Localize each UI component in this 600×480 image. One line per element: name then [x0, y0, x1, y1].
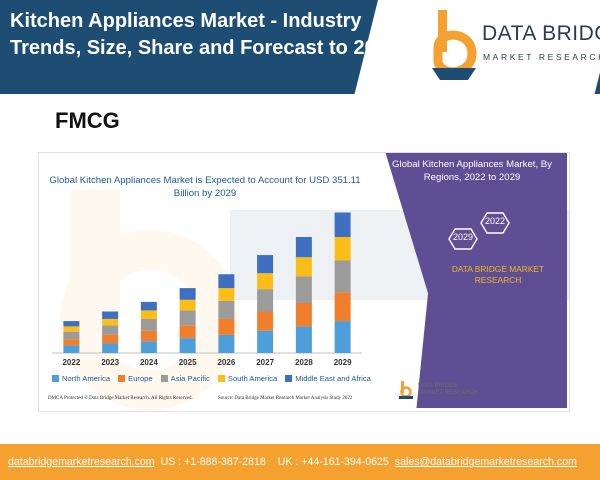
bar-segment	[179, 338, 196, 353]
bar-segment	[102, 311, 119, 319]
legend-item: South America	[217, 372, 278, 384]
bar-segment	[140, 330, 157, 342]
bar-segment	[140, 301, 157, 311]
year-hexagon-start: 2029	[448, 228, 478, 250]
bar-segment	[140, 310, 157, 319]
bar-segment	[102, 343, 119, 353]
bar-segment	[334, 260, 351, 293]
mini-logo-icon	[399, 381, 413, 399]
x-tick-label: 2029	[334, 358, 352, 367]
mini-logo-line1: DATA BRIDGE	[418, 383, 458, 389]
legend-swatch	[118, 374, 126, 382]
year-hexagon-end-label: 2022	[484, 216, 506, 226]
bar-segment	[257, 330, 274, 353]
category-label: FMCG	[55, 108, 120, 133]
year-hexagon-start-label: 2029	[452, 232, 474, 242]
bar-segment	[63, 339, 80, 346]
bar-segment	[334, 236, 351, 261]
email-link[interactable]: sales@databridgemarketresearch.com	[394, 456, 577, 468]
source-note: Source: Data Bridge Market Research Mark…	[218, 396, 353, 401]
bar-segment	[218, 288, 235, 301]
x-tick-label: 2027	[256, 358, 274, 367]
bar-segment	[257, 255, 274, 274]
bar-segment	[295, 276, 312, 303]
legend-item: Europe	[118, 372, 153, 384]
x-tick-label: 2024	[140, 358, 158, 367]
bar-segment	[102, 334, 119, 344]
chart-legend: North America Europe Asia Pacific South Ame…	[52, 372, 371, 384]
logo-subtitle: MARKET RESEARCH	[483, 52, 600, 62]
bar-segment	[218, 334, 235, 353]
bar-segment	[257, 289, 274, 312]
year-hexagon-end: 2022	[480, 212, 510, 234]
page-title: Kitchen Appliances Market - Industry Tre…	[10, 10, 398, 59]
legend-item: North America	[52, 372, 110, 384]
bar-segment	[179, 299, 196, 311]
bar-segment	[334, 292, 351, 322]
data-bridge-logo-icon	[432, 10, 477, 80]
legend-label: Middle East and Africa	[295, 373, 371, 383]
bar-segment	[334, 321, 351, 353]
legend-label: South America	[227, 373, 278, 383]
mini-logo-line2: MARKET RESEARCH	[418, 390, 478, 396]
bar-segment	[140, 318, 157, 331]
bar-segment	[179, 288, 196, 300]
legend-item: Asia Pacific	[160, 372, 210, 384]
legend-item: Middle East and Africa	[285, 372, 371, 384]
logo-name: DATA BRIDGE	[482, 22, 600, 45]
bar-segment	[218, 318, 235, 335]
legend-swatch	[285, 374, 293, 382]
bar-segment	[334, 212, 351, 237]
bar-segment	[102, 318, 119, 326]
x-tick-label: 2028	[295, 358, 313, 367]
region-panel-title: Global Kitchen Appliances Market, By Reg…	[392, 159, 552, 183]
bar-segment	[140, 341, 157, 353]
region-panel-brand: DATA BRIDGE MARKET RESEARCH	[428, 264, 568, 286]
website-link[interactable]: databridgemarketresearch.com	[8, 456, 155, 468]
bar-segment	[257, 311, 274, 331]
stacked-bar-chart: 2022 2023 2024 2025 2026 2027 2028 2029	[52, 212, 362, 367]
x-tick-label: 2022	[62, 358, 80, 367]
us-phone: US : +1-888-387-2818	[160, 456, 266, 468]
bar-segment	[63, 345, 80, 353]
bar-segment	[63, 321, 80, 327]
bar-segment	[102, 325, 119, 335]
legend-swatch	[217, 374, 225, 382]
bar-segment	[63, 331, 80, 340]
mini-logo-text: DATA BRIDGE MARKET RESEARCH	[418, 383, 478, 397]
bar-segment	[295, 302, 312, 327]
region-panel-brand-line2: RESEARCH	[474, 275, 522, 285]
legend-swatch	[160, 374, 168, 382]
legend-swatch	[52, 374, 59, 382]
legend-label: Europe	[128, 373, 153, 383]
uk-phone: UK : +44-161-394-0625	[277, 456, 389, 468]
footer-bar	[0, 444, 600, 480]
bar-segment	[179, 310, 196, 326]
region-panel-brand-line1: DATA BRIDGE MARKET	[451, 264, 545, 274]
footer-contacts: databridgemarketresearch.com US : +1-888-…	[8, 456, 577, 468]
bar-segment	[295, 326, 312, 353]
x-tick-label: 2023	[101, 358, 119, 367]
bar-segment	[295, 257, 312, 277]
bar-segment	[295, 236, 312, 258]
bar-segment	[63, 326, 80, 332]
chart-title: Global Kitchen Appliances Market is Expe…	[49, 175, 361, 199]
copyright-note: DMCA Protected © Data Bridge Market Rese…	[48, 396, 193, 401]
legend-label: North America	[62, 373, 111, 383]
bar-segment	[257, 273, 274, 290]
bar-segment	[179, 325, 196, 339]
bar-segment	[218, 300, 235, 319]
x-tick-label: 2026	[217, 358, 235, 367]
x-tick-label: 2025	[179, 358, 197, 367]
legend-label: Asia Pacific	[170, 373, 210, 383]
bar-segment	[218, 274, 235, 289]
